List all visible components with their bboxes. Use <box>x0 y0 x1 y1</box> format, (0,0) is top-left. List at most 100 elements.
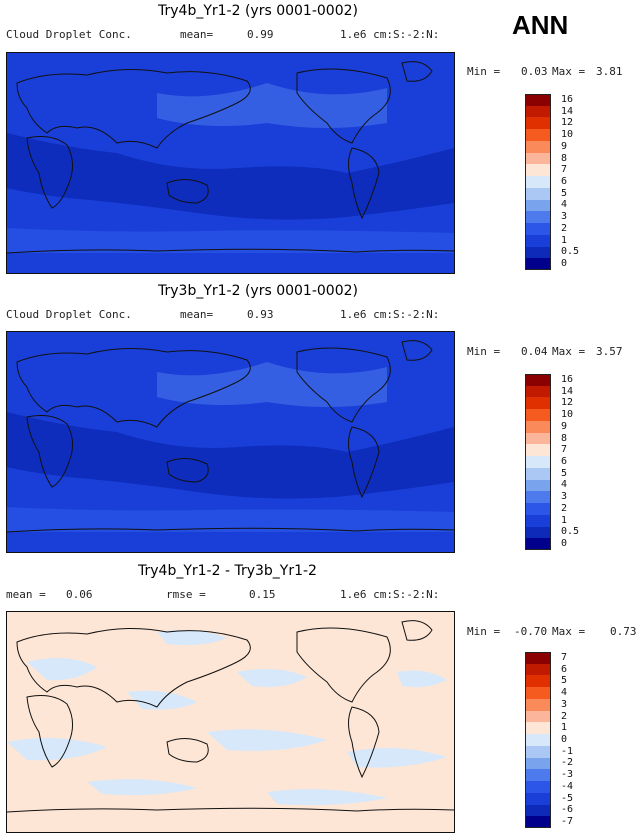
panel-1-colorbar: 16 14 12 10 9 8 7 6 5 4 3 2 1 0.5 0 <box>525 94 579 271</box>
colorbar-label: 16 <box>561 93 574 105</box>
colorbar-label: 6 <box>561 456 568 467</box>
panel-3-field-background <box>7 612 454 832</box>
panel-1-coastlines <box>7 61 454 254</box>
colorbar-swatch <box>525 152 551 165</box>
colorbar-label: 5 <box>561 187 568 199</box>
panel-2-min-value: 0.04 <box>521 345 548 358</box>
panel-2-max-label: Max = <box>552 345 586 358</box>
panel-1-mean-value: 0.99 <box>247 28 274 41</box>
colorbar-swatch <box>525 397 551 410</box>
colorbar-label: -4 <box>561 780 574 792</box>
colorbar-label: 8 <box>561 152 568 164</box>
colorbar-label: 3 <box>561 211 568 223</box>
panel-2-northern-band <box>157 362 387 407</box>
colorbar-swatch <box>525 187 551 201</box>
colorbar-label: 0 <box>561 734 568 745</box>
colorbar-swatch <box>525 223 551 236</box>
colorbar-swatch <box>525 514 551 528</box>
panel-3-map <box>6 611 455 833</box>
panel-3-min-value: -0.70 <box>514 625 548 638</box>
colorbar-swatch <box>525 176 551 189</box>
colorbar-swatch <box>525 140 551 154</box>
colorbar-label: 14 <box>561 105 574 117</box>
colorbar-label: 12 <box>561 117 574 129</box>
colorbar-swatch <box>525 526 551 539</box>
colorbar-swatch <box>525 420 551 434</box>
panel-1-max-label: Max = <box>552 65 586 78</box>
colorbar-swatch <box>525 479 551 492</box>
colorbar-swatch <box>525 129 551 142</box>
colorbar-label: 4 <box>561 479 568 491</box>
colorbar-swatch <box>525 94 551 107</box>
panel-2-title: Try3b_Yr1-2 (yrs 0001-0002) <box>158 283 358 299</box>
colorbar-label: 4 <box>561 199 568 211</box>
panel-3-rmse-value: 0.15 <box>249 588 276 601</box>
colorbar-label: 3 <box>561 698 568 710</box>
colorbar-swatch <box>525 211 551 224</box>
panel-2-max-value: 3.57 <box>596 345 623 358</box>
panel-1-map-svg <box>7 53 454 273</box>
colorbar-swatch <box>525 757 551 770</box>
colorbar-label: 0.5 <box>561 526 580 538</box>
colorbar-label: 6 <box>561 663 568 675</box>
colorbar-label: 4 <box>561 687 568 699</box>
colorbar-swatch <box>525 374 551 387</box>
colorbar-label: 3 <box>561 491 568 503</box>
colorbar-label: -6 <box>561 804 574 816</box>
panel-1-variable: Cloud Droplet Conc. <box>6 28 132 41</box>
colorbar-label: 16 <box>561 373 574 385</box>
panel-2-coastlines <box>7 340 454 533</box>
colorbar-label: 0 <box>561 258 568 270</box>
colorbar-swatch <box>525 385 551 398</box>
colorbar-label: 1 <box>561 234 568 246</box>
panel-1-map <box>6 52 455 274</box>
colorbar-label: 0 <box>561 538 568 550</box>
colorbar-swatch <box>525 467 551 481</box>
colorbar-label: 10 <box>561 129 574 141</box>
colorbar-swatch <box>525 710 551 723</box>
colorbar-label: -2 <box>561 757 574 769</box>
panel-3-coastlines <box>7 620 454 813</box>
colorbar-swatch <box>525 164 551 177</box>
panel-2-units: 1.e6 cm:S:-2:N: <box>340 308 440 321</box>
panel-3-rmse-label: rmse = <box>166 588 206 601</box>
colorbar-label: -1 <box>561 745 574 757</box>
panel-3-title: Try4b_Yr1-2 - Try3b_Yr1-2 <box>138 563 317 579</box>
colorbar-swatch <box>525 734 551 747</box>
panel-3-max-label: Max = <box>552 625 586 638</box>
panel-2-mean-value: 0.93 <box>247 308 274 321</box>
colorbar-label: 7 <box>561 164 568 176</box>
season-label: ANN <box>512 10 569 40</box>
colorbar-swatch <box>525 816 551 829</box>
colorbar-label: 5 <box>561 675 568 687</box>
colorbar-swatch <box>525 675 551 688</box>
panel-3-max-value: 0.73 <box>610 625 637 638</box>
colorbar-swatch <box>525 234 551 248</box>
panel-2-southern-band <box>7 507 454 532</box>
colorbar-label: 7 <box>561 651 568 663</box>
panel-2-mean-label: mean= <box>180 308 214 321</box>
panel-1-max-value: 3.81 <box>596 65 623 78</box>
panel-3-units: 1.e6 cm:S:-2:N: <box>340 588 440 601</box>
colorbar-swatch <box>525 456 551 469</box>
colorbar-swatch <box>525 698 551 712</box>
colorbar-swatch <box>525 105 551 118</box>
panel-3-colorbar: 7 6 5 4 3 2 1 0 -1 -2 -3 -4 -5 -6 -7 <box>525 652 573 829</box>
colorbar-swatch <box>525 246 551 259</box>
colorbar-label: 0.5 <box>561 246 580 258</box>
colorbar-label: 1 <box>561 722 568 734</box>
colorbar-label: 9 <box>561 140 568 152</box>
colorbar-label: 12 <box>561 397 574 409</box>
colorbar-swatch <box>525 491 551 504</box>
panel-1-tropical-band <box>7 133 454 220</box>
colorbar-label: -5 <box>561 792 574 804</box>
colorbar-label: -7 <box>561 816 574 828</box>
colorbar-swatch <box>525 792 551 806</box>
colorbar-swatch <box>525 258 551 271</box>
colorbar-label: 2 <box>561 222 568 234</box>
colorbar-swatch <box>525 722 551 735</box>
colorbar-swatch <box>525 432 551 445</box>
panel-2-variable: Cloud Droplet Conc. <box>6 308 132 321</box>
colorbar-label: 6 <box>561 176 568 187</box>
colorbar-swatch <box>525 503 551 516</box>
